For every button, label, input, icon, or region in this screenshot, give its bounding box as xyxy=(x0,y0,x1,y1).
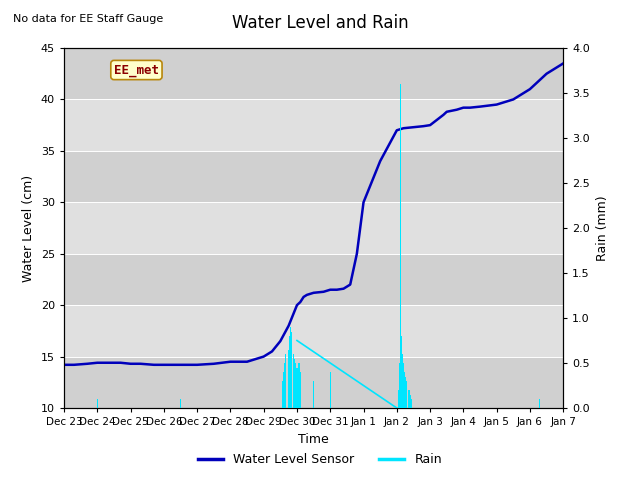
Bar xyxy=(297,368,298,408)
Bar xyxy=(285,359,286,408)
Bar xyxy=(64,48,563,99)
Bar xyxy=(408,390,409,408)
Legend: Water Level Sensor, Rain: Water Level Sensor, Rain xyxy=(193,448,447,471)
Text: Water Level and Rain: Water Level and Rain xyxy=(232,14,408,33)
Bar xyxy=(291,332,292,408)
Bar xyxy=(290,327,291,408)
Bar xyxy=(300,372,301,408)
Bar xyxy=(97,399,98,408)
X-axis label: Time: Time xyxy=(298,432,329,445)
Bar xyxy=(64,151,563,202)
Bar xyxy=(294,359,295,408)
Bar xyxy=(296,368,297,408)
Bar xyxy=(401,336,402,408)
Bar xyxy=(64,254,563,305)
Bar xyxy=(64,357,563,408)
Text: No data for EE Staff Gauge: No data for EE Staff Gauge xyxy=(13,14,163,24)
Bar xyxy=(404,372,405,408)
Bar xyxy=(330,372,331,408)
Bar xyxy=(404,376,406,408)
Bar xyxy=(64,305,563,357)
Bar xyxy=(287,354,289,408)
Bar xyxy=(293,354,294,408)
Bar xyxy=(97,399,99,408)
Bar xyxy=(298,363,299,408)
Bar xyxy=(403,363,404,408)
Text: EE_met: EE_met xyxy=(114,63,159,76)
Bar xyxy=(64,202,563,254)
Bar xyxy=(292,345,293,408)
Bar xyxy=(411,399,412,408)
Bar xyxy=(288,349,289,408)
Bar xyxy=(409,390,410,408)
Bar xyxy=(180,399,181,408)
Bar xyxy=(399,363,400,408)
Bar xyxy=(295,363,296,408)
Bar xyxy=(289,336,290,408)
Bar xyxy=(64,99,563,151)
Bar xyxy=(313,381,314,408)
Bar xyxy=(284,363,285,408)
Bar xyxy=(296,372,298,408)
Bar xyxy=(298,359,300,408)
Y-axis label: Water Level (cm): Water Level (cm) xyxy=(22,174,35,282)
Y-axis label: Rain (mm): Rain (mm) xyxy=(596,195,609,261)
Bar xyxy=(398,390,399,408)
Bar xyxy=(406,385,407,408)
Bar xyxy=(282,381,283,408)
